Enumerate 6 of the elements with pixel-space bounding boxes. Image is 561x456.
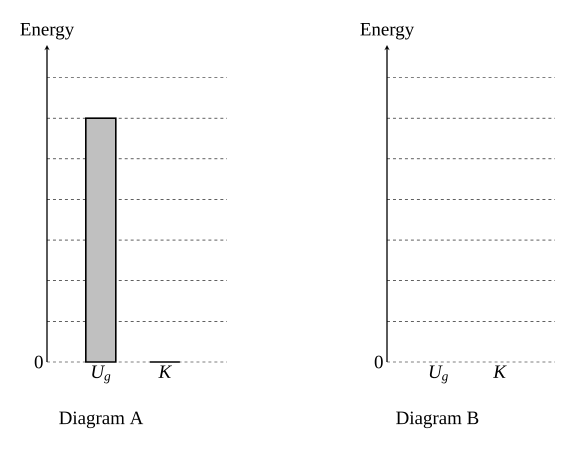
- text: Diagram A: [59, 412, 144, 428]
- text: Diagram B: [396, 412, 478, 428]
- text: 0: [374, 356, 383, 368]
- y-axis-title: Energy: [20, 23, 74, 40]
- text: Energy: [360, 23, 414, 40]
- text: 0: [34, 356, 43, 368]
